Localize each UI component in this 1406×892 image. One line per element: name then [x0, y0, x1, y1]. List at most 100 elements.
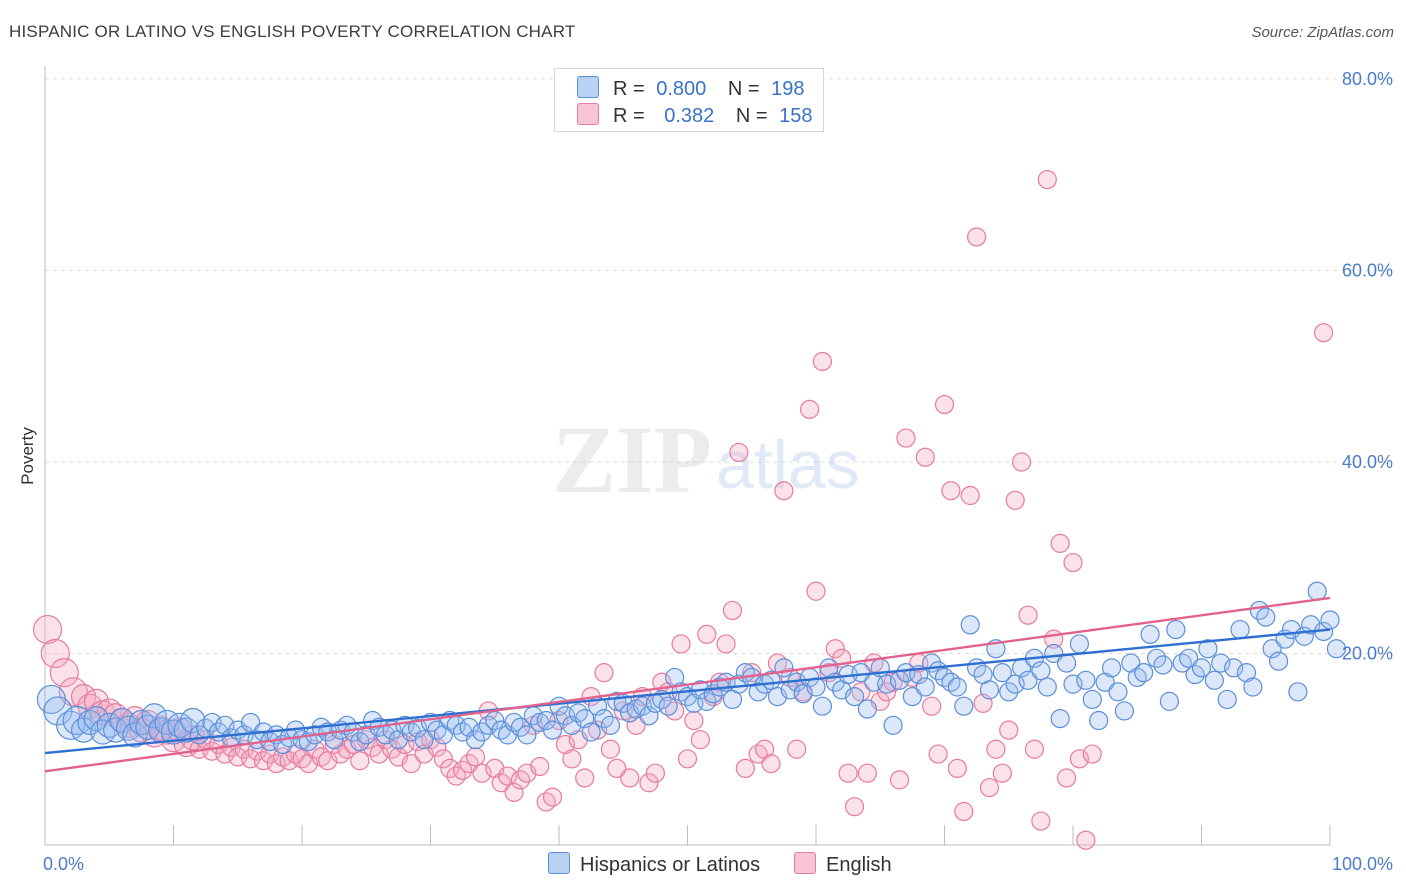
hispanic-point — [1243, 677, 1263, 697]
hispanic-point — [1063, 674, 1083, 694]
hispanic-point — [1159, 691, 1179, 711]
hispanic-point — [215, 715, 235, 735]
hispanic-point — [979, 680, 1000, 700]
english-point — [465, 747, 486, 767]
english-point — [857, 763, 878, 783]
hispanic-point — [658, 696, 678, 716]
hispanic-point — [1101, 658, 1122, 678]
english-point — [960, 485, 980, 506]
legend-r-value-english: 0.382 — [664, 105, 715, 127]
hispanic-point — [1179, 648, 1199, 668]
english-point — [504, 782, 524, 802]
hispanic-point — [992, 663, 1012, 683]
hispanic-point — [1018, 670, 1038, 690]
hispanic-point — [1140, 624, 1160, 644]
hispanic-point — [122, 722, 148, 748]
bottom-legend-label-hispanic: Hispanics or Latinos — [580, 854, 761, 876]
hispanic-point — [877, 674, 897, 694]
hispanic-point — [1166, 619, 1186, 640]
hispanic-point — [1268, 651, 1289, 671]
bottom-legend-hispanic[interactable]: Hispanics or Latinos — [548, 852, 760, 877]
english-point — [1050, 533, 1070, 553]
english-point — [684, 710, 704, 731]
hispanic-point — [1256, 607, 1276, 627]
english-point — [877, 682, 897, 702]
hispanic-point — [465, 730, 486, 750]
english-point — [722, 600, 743, 621]
english-point — [787, 739, 807, 759]
hispanic-point — [1217, 689, 1237, 710]
hispanic-point — [1056, 653, 1077, 673]
y-tick-label-80: 80.0% — [1342, 69, 1393, 89]
english-point — [934, 394, 955, 415]
x-tick-label-max: 100.0% — [1332, 854, 1393, 874]
english-point — [575, 768, 595, 788]
hispanic-point — [1050, 709, 1070, 729]
hispanic-point — [883, 715, 903, 735]
english-point — [754, 739, 775, 759]
hispanic-point — [1153, 655, 1173, 675]
legend-r-label: R = — [613, 78, 645, 100]
english-point — [928, 744, 948, 764]
english-point — [1082, 744, 1102, 764]
hispanic-point — [324, 730, 344, 750]
english-point — [806, 581, 826, 601]
english-point — [954, 801, 974, 822]
english-point — [594, 663, 614, 683]
hispanic-point — [1224, 658, 1244, 678]
hispanic-point — [542, 720, 563, 740]
hispanic-point — [241, 712, 261, 733]
hispanic-point — [697, 691, 717, 711]
hispanic-point — [844, 686, 865, 707]
legend-n-label: N = — [735, 105, 768, 127]
english-point — [1313, 323, 1334, 343]
bottom-legend-english[interactable]: English — [794, 852, 892, 877]
english-point — [350, 751, 370, 771]
english-point — [401, 754, 421, 774]
english-point — [999, 720, 1019, 740]
chart-title: HISPANIC OR LATINO VS ENGLISH POVERTY CO… — [9, 22, 576, 41]
english-point — [735, 758, 755, 779]
hispanic-point — [1005, 674, 1025, 694]
hispanic-point — [1076, 670, 1096, 690]
english-point — [1031, 811, 1051, 831]
english-point — [761, 754, 781, 774]
legend-row-english: R = 0.382 N = 158 — [577, 103, 813, 127]
english-point — [1005, 490, 1025, 510]
english-point — [40, 638, 70, 669]
english-point — [472, 763, 492, 783]
english-point — [729, 442, 749, 463]
hispanic-point — [459, 717, 479, 737]
english-point — [697, 624, 717, 644]
hispanic-point — [536, 710, 556, 731]
hispanic-point — [1288, 682, 1308, 702]
hispanic-point — [812, 696, 833, 716]
bottom-legend-swatch-english — [794, 852, 816, 874]
hispanic-point — [1230, 619, 1250, 640]
english-point — [324, 734, 344, 755]
hispanic-point — [902, 686, 922, 707]
y-tick-label-60: 60.0% — [1342, 261, 1393, 281]
english-point — [1024, 739, 1045, 759]
hispanic-point — [999, 682, 1019, 702]
watermark-zip: ZIP — [552, 406, 712, 513]
grid-lines — [45, 78, 1392, 654]
hispanic-point — [1108, 682, 1128, 702]
trend-lines — [44, 596, 1331, 773]
y-tick-label-40: 40.0% — [1342, 452, 1393, 472]
legend-swatch-hispanic — [577, 76, 599, 98]
x-tick-label-min: 0.0% — [43, 854, 84, 874]
hispanic-point — [857, 699, 878, 719]
hispanic-point — [1134, 663, 1154, 683]
hispanic-point — [83, 706, 110, 732]
hispanic-point — [1320, 610, 1340, 630]
english-point — [639, 773, 659, 793]
hispanic-point — [1307, 581, 1327, 601]
english-point — [812, 351, 833, 372]
english-point — [1018, 605, 1038, 625]
english-point — [896, 428, 916, 448]
legend-n-value-english: 158 — [779, 105, 813, 127]
english-point — [600, 739, 621, 759]
hispanic-point — [1037, 677, 1057, 697]
